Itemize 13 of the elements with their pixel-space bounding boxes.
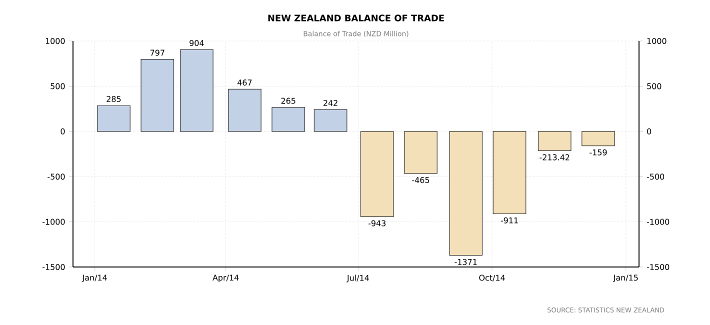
bar <box>449 131 483 256</box>
bar <box>314 109 348 132</box>
bar <box>404 131 438 174</box>
bar <box>582 131 615 146</box>
bar <box>538 131 572 151</box>
bar <box>140 59 174 132</box>
bar <box>180 49 214 132</box>
chart-title: NEW ZEALAND BALANCE OF TRADE <box>268 14 444 22</box>
bar <box>228 88 262 132</box>
bar <box>97 105 130 132</box>
bar <box>272 107 306 132</box>
bar <box>492 131 526 214</box>
bar <box>360 131 394 217</box>
